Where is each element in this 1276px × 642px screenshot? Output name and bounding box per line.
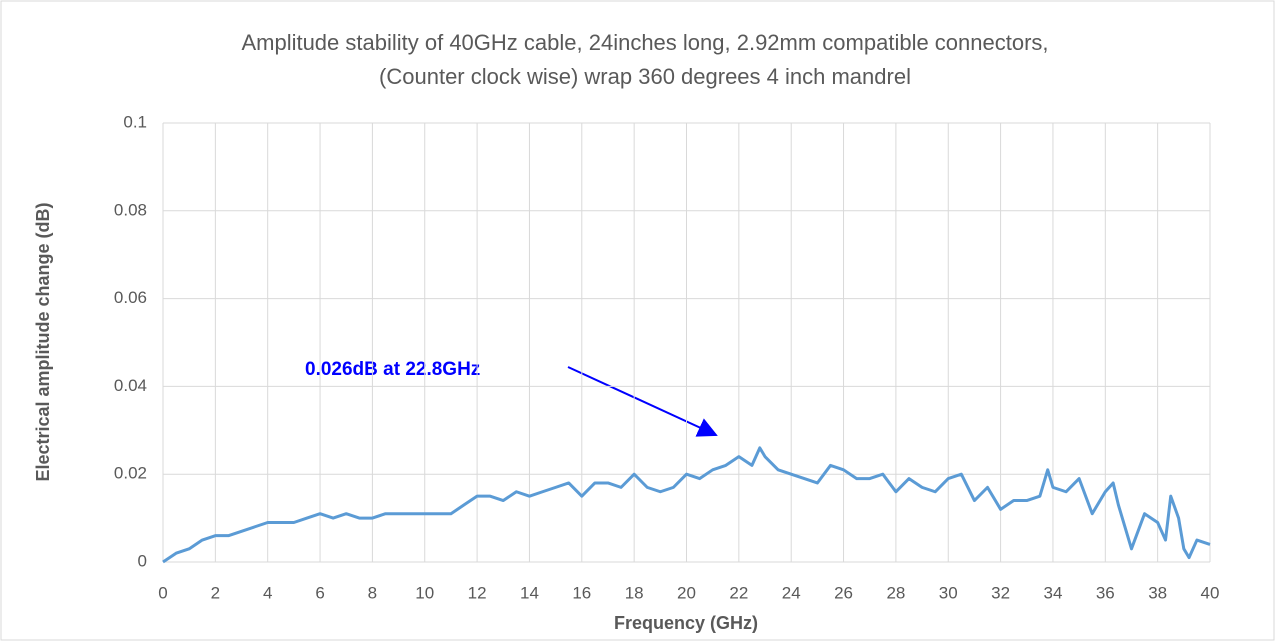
- x-tick-label: 4: [263, 583, 272, 602]
- x-tick-label: 10: [415, 583, 434, 602]
- annotation: 0.026dB at 22.8GHz: [305, 359, 480, 380]
- x-tick-label: 34: [1043, 583, 1062, 602]
- y-axis-label: Electrical amplitude change (dB): [33, 202, 53, 481]
- y-tick-label: 0.06: [114, 288, 147, 307]
- x-tick-label: 28: [886, 583, 905, 602]
- x-tick-label: 30: [939, 583, 958, 602]
- x-tick-label: 2: [211, 583, 220, 602]
- y-tick-label: 0.02: [114, 464, 147, 483]
- x-tick-label: 16: [572, 583, 591, 602]
- x-tick-label: 0: [158, 583, 167, 602]
- x-tick-label: 14: [520, 583, 539, 602]
- y-tick-label: 0.1: [123, 112, 147, 131]
- x-tick-label: 38: [1148, 583, 1167, 602]
- x-tick-label: 12: [468, 583, 487, 602]
- chart-title: Amplitude stability of 40GHz cable, 24in…: [241, 30, 1048, 55]
- annotation-arrow: [567, 366, 718, 437]
- x-tick-label: 24: [782, 583, 801, 602]
- y-tick-label: 0.08: [114, 200, 147, 219]
- x-tick-label: 26: [834, 583, 853, 602]
- x-tick-label: 22: [729, 583, 748, 602]
- x-axis-label: Frequency (GHz): [614, 613, 758, 633]
- x-tick-label: 18: [625, 583, 644, 602]
- x-tick-label: 40: [1201, 583, 1220, 602]
- y-tick-label: 0: [138, 551, 147, 570]
- chart-title: (Counter clock wise) wrap 360 degrees 4 …: [379, 64, 911, 89]
- y-tick-label: 0.04: [114, 376, 147, 395]
- data-line: [162, 446, 1211, 564]
- x-tick-label: 8: [368, 583, 377, 602]
- x-tick-label: 20: [677, 583, 696, 602]
- x-tick-label: 6: [315, 583, 324, 602]
- x-tick-label: 36: [1096, 583, 1115, 602]
- x-tick-label: 32: [991, 583, 1010, 602]
